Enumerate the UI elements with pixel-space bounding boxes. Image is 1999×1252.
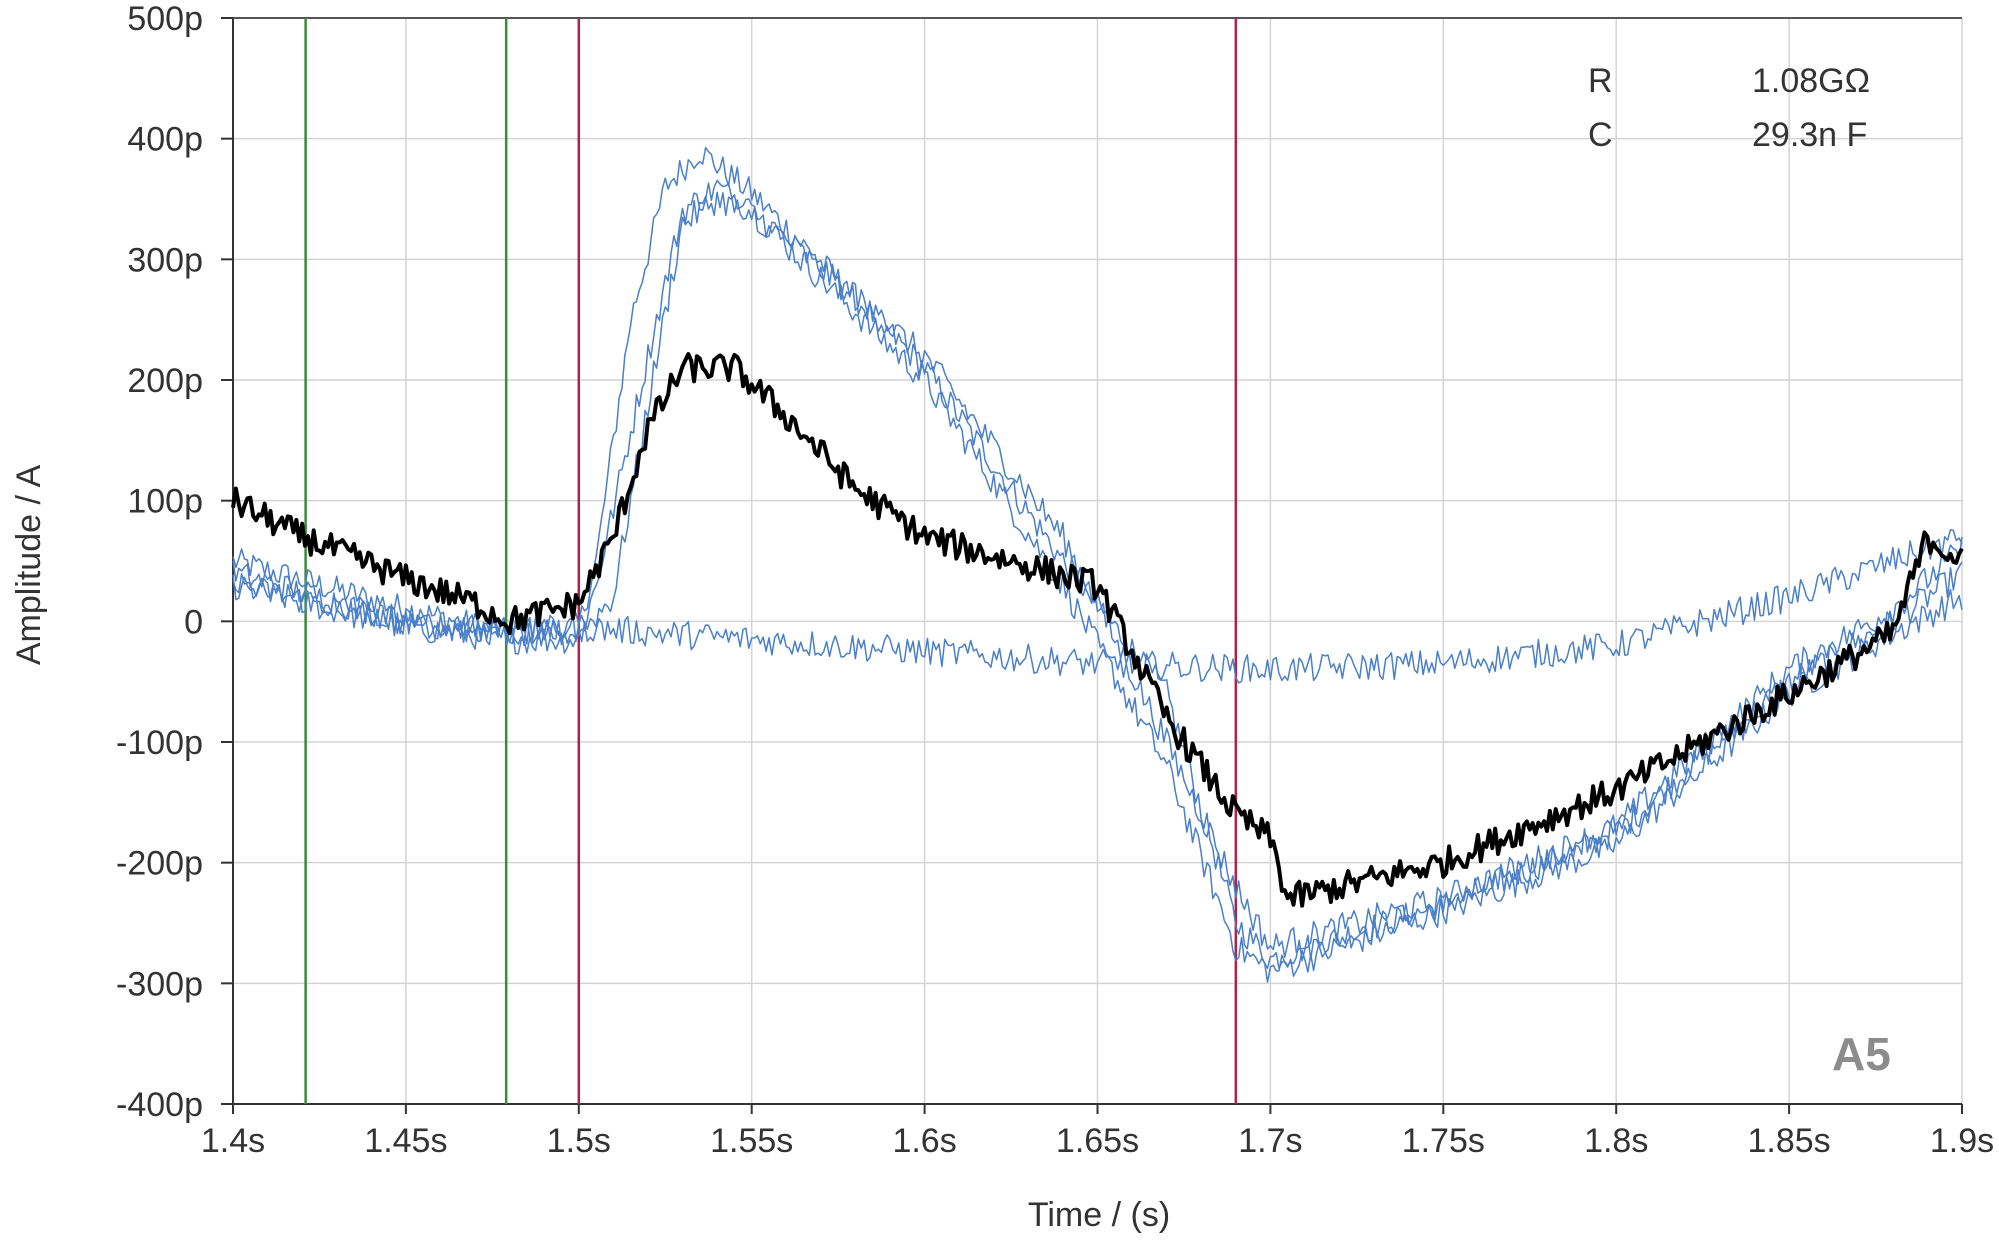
capacitance-label: C <box>1588 116 1613 154</box>
x-tick-label: 1.45s <box>364 1122 447 1160</box>
axis-layer <box>221 17 1963 1114</box>
grid-layer <box>232 17 1963 1105</box>
capacitance-value: 29.3n F <box>1752 116 1867 154</box>
x-tick-label: 1.65s <box>1056 1122 1139 1160</box>
x-tick-label: 1.85s <box>1748 1122 1831 1160</box>
x-tick-label: 1.55s <box>710 1122 793 1160</box>
panel-label: A5 <box>1832 1028 1891 1080</box>
x-tick-label: 1.4s <box>201 1122 265 1160</box>
y-tick-label: 0 <box>184 603 203 641</box>
resistance-value: 1.08GΩ <box>1752 62 1870 100</box>
y-tick-label: 200p <box>127 362 203 400</box>
series-line-5 <box>231 352 1964 908</box>
x-tick-label: 1.8s <box>1584 1122 1648 1160</box>
y-tick-label: 500p <box>127 0 203 38</box>
x-axis-title: Time / (s) <box>1028 1196 1170 1234</box>
series-line-2 <box>232 179 1963 983</box>
x-tick-label: 1.6s <box>892 1122 956 1160</box>
x-tick-label: 1.9s <box>1930 1122 1994 1160</box>
marker-layer <box>304 18 1238 1104</box>
y-tick-label: 400p <box>127 121 203 159</box>
y-axis-title: Amplitude / A <box>10 465 48 666</box>
y-tick-label: 300p <box>127 241 203 279</box>
y-tick-label: -200p <box>116 845 203 883</box>
y-tick-label: -400p <box>116 1086 203 1124</box>
x-tick-label: 1.7s <box>1238 1122 1302 1160</box>
y-tick-label: -100p <box>116 724 203 762</box>
series-line-4 <box>232 528 1963 684</box>
x-tick-labels: 1.4s 1.45s 1.5s 1.55s 1.6s 1.65s 1.7s 1.75s 1.8s… <box>201 1122 1994 1160</box>
y-tick-label: -300p <box>116 965 203 1003</box>
series-layer <box>231 146 1964 983</box>
resistance-label: R <box>1588 62 1613 100</box>
y-tick-label: 100p <box>127 483 203 521</box>
y-tick-labels: 500p 400p 300p 200p 100p 0 -100p -200p -300p -400… <box>116 0 203 1124</box>
x-tick-label: 1.75s <box>1402 1122 1485 1160</box>
x-tick-label: 1.5s <box>547 1122 611 1160</box>
